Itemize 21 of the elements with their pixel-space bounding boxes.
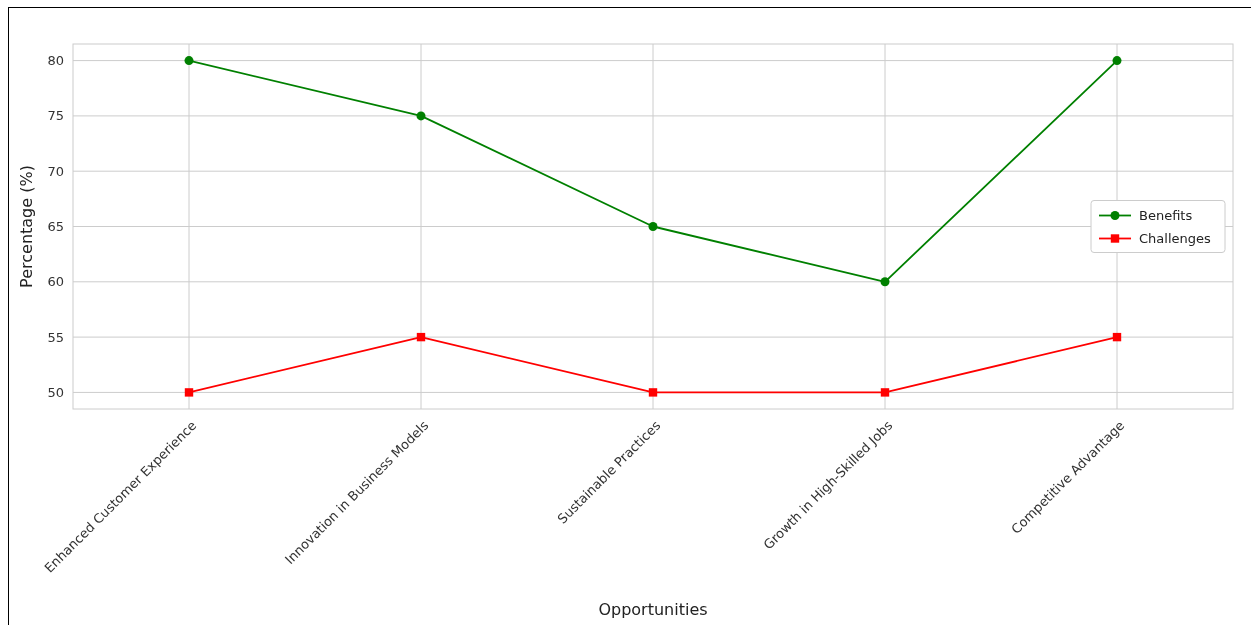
- y-tick-label: 55: [47, 329, 64, 345]
- point: [648, 388, 658, 397]
- point: [880, 277, 890, 287]
- legend-label: Benefits: [1139, 208, 1193, 224]
- point: [416, 332, 426, 342]
- point: [1112, 332, 1122, 342]
- legend-label: Challenges: [1139, 231, 1211, 247]
- y-tick-label: 50: [47, 384, 64, 400]
- y-tick-label: 75: [47, 108, 64, 124]
- point: [1112, 56, 1122, 66]
- y-tick-label: 80: [47, 53, 64, 69]
- point: [648, 222, 658, 231]
- point: [184, 56, 194, 66]
- y-tick-label: 60: [47, 274, 64, 290]
- point: [880, 388, 890, 397]
- y-tick-label: 70: [47, 163, 64, 179]
- x-axis-title: Opportunities: [598, 600, 708, 619]
- y-tick-label: 65: [47, 219, 64, 235]
- point: [184, 388, 194, 397]
- y-axis-title: Percentage (%): [17, 165, 36, 288]
- point: [416, 111, 426, 121]
